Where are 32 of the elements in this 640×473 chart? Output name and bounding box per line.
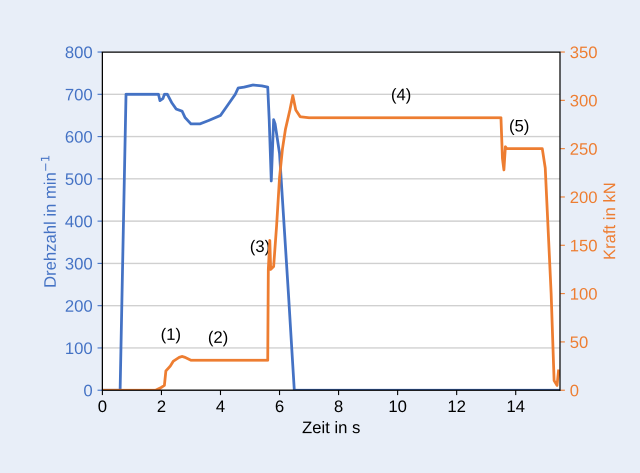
y2-axis-title: Kraft in kN [603, 184, 616, 259]
y-tick-label: 200 [66, 300, 92, 312]
y2-tick-label: 0 [570, 384, 578, 396]
x-tick-label: 6 [276, 400, 284, 412]
y-axis-title: Drehzahl in min$^{−1}$ [40, 156, 56, 287]
x-tick-label: 12 [448, 400, 466, 412]
x-tick-label: 4 [216, 400, 225, 412]
annotation: (1) [162, 328, 180, 344]
y-tick-label: 0 [84, 384, 92, 396]
y2-tick-label: 50 [570, 336, 588, 348]
x-tick-label: 0 [98, 400, 106, 412]
annotation: (2) [208, 330, 228, 346]
y-tick-label: 500 [66, 173, 92, 186]
x-axis-title: Zeit in s [302, 421, 360, 434]
x-tick-label: 10 [390, 400, 406, 412]
y2-tick-label: 250 [570, 143, 597, 155]
annotation: (4) [392, 88, 410, 104]
y-tick-label: 800 [66, 46, 92, 58]
y2-tick-label: 350 [570, 46, 597, 58]
y2-tick-label: 100 [570, 288, 597, 300]
y2-tick-label: 300 [570, 94, 597, 107]
x-tick-label: 2 [158, 400, 166, 412]
annotation: (5) [510, 119, 528, 135]
x-tick-label: 8 [334, 400, 342, 412]
x-tick-label: 14 [508, 400, 524, 412]
y2-tick-label: 200 [570, 191, 597, 204]
y-tick-label: 300 [66, 258, 92, 270]
y-tick-label: 600 [66, 130, 92, 143]
y-tick-label: 400 [65, 216, 92, 228]
y-tick-label: 700 [66, 88, 92, 101]
y2-tick-label: 150 [570, 240, 597, 252]
y-tick-label: 100 [66, 342, 92, 354]
